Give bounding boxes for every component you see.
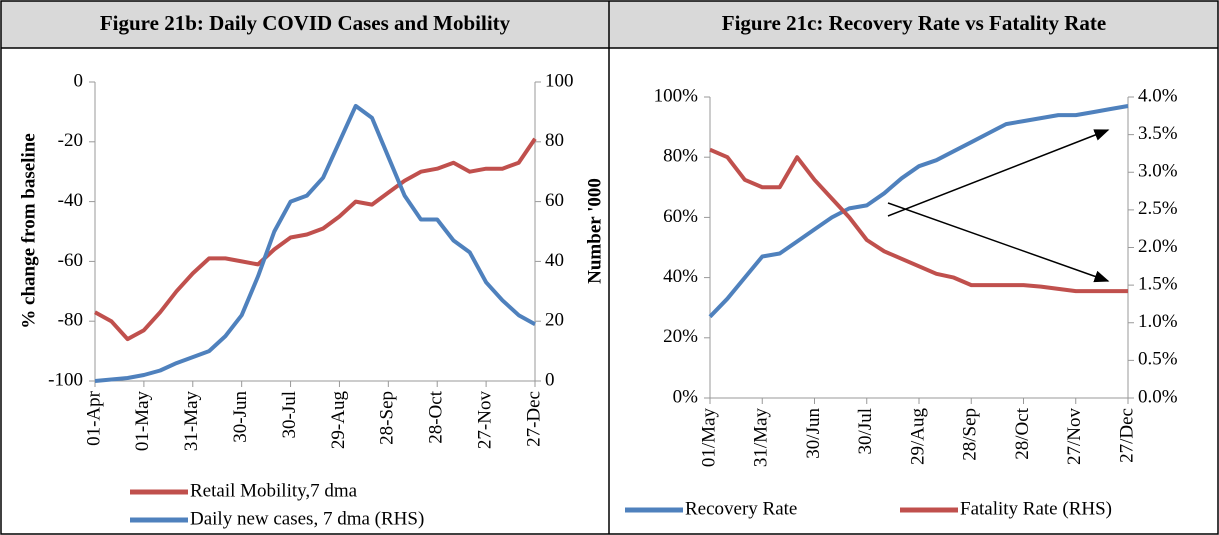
x-tick-label: 30/Jul [855,408,876,454]
y-tick-label: 80% [663,146,698,167]
x-tick-label: 27-Nov [474,391,495,450]
y-tick-label: 0% [673,386,699,407]
y2-tick-label: 3.5% [1138,123,1178,144]
x-tick-label: 27-Dec [523,391,544,447]
series-line [94,137,537,342]
y2-tick-label: 20 [545,310,564,331]
legend-label: Fatality Rate (RHS) [960,498,1112,519]
series-line [94,103,536,383]
x-tick-label: 28/Oct [1012,407,1033,459]
y2-axis-title: Number '000 [584,178,605,284]
x-tick-label: 30-Jul [279,391,300,439]
x-tick-label: 01/May [698,408,719,468]
y-tick-label: 40% [663,266,698,287]
y2-tick-label: 1.0% [1138,311,1178,332]
chart-title: Figure 21b: Daily COVID Cases and Mobili… [100,11,511,35]
y2-tick-label: 4.0% [1138,85,1178,106]
y-tick-label: 0 [74,70,84,91]
x-tick-label: 29/Aug [907,408,928,466]
x-tick-label: 29-Aug [328,391,349,450]
x-tick-label: 31-May [181,391,202,452]
y2-tick-label: 60 [545,190,564,211]
y2-tick-label: 40 [545,250,564,271]
legend-label: Daily new cases, 7 dma (RHS) [190,508,424,529]
y-tick-label: -100 [48,369,83,390]
x-tick-label: 30/Jun [803,408,824,459]
y-tick-label: -60 [58,250,83,271]
y-tick-label: -80 [58,310,83,331]
y2-tick-label: 1.5% [1138,273,1178,294]
y2-tick-label: 0.0% [1138,386,1178,407]
y-tick-label: 20% [663,326,698,347]
y2-tick-label: 80 [545,130,564,151]
y2-tick-label: 0.5% [1138,349,1178,370]
x-tick-label: 27/Dec [1116,408,1137,463]
y-tick-label: -40 [58,190,83,211]
y-tick-label: -20 [58,130,83,151]
x-tick-label: 28/Sep [960,408,981,461]
y2-tick-label: 2.0% [1138,236,1178,257]
legend-label: Recovery Rate [685,498,797,519]
y-axis-title: % change from baseline [18,133,39,328]
x-tick-label: 28-Oct [426,390,447,443]
y2-tick-label: 100 [545,70,574,91]
annotation-arrow [887,202,1110,283]
x-tick-label: 31/May [751,408,772,468]
y2-tick-label: 3.0% [1138,161,1178,182]
x-tick-label: 01-Apr [83,390,104,446]
x-tick-label: 28-Sep [377,391,398,445]
series-line [709,147,1128,294]
y-tick-label: 100% [654,85,699,106]
x-tick-label: 01-May [132,391,153,452]
annotation-arrow [887,129,1110,217]
y-tick-label: 60% [663,206,698,227]
x-tick-label: 27/Nov [1064,408,1085,466]
series-line [708,104,1129,319]
legend-label: Retail Mobility,7 dma [190,480,358,501]
y2-tick-label: 2.5% [1138,198,1178,219]
y2-tick-label: 0 [545,369,555,390]
chart-title: Figure 21c: Recovery Rate vs Fatality Ra… [722,11,1106,35]
x-tick-label: 30-Jun [230,391,251,443]
